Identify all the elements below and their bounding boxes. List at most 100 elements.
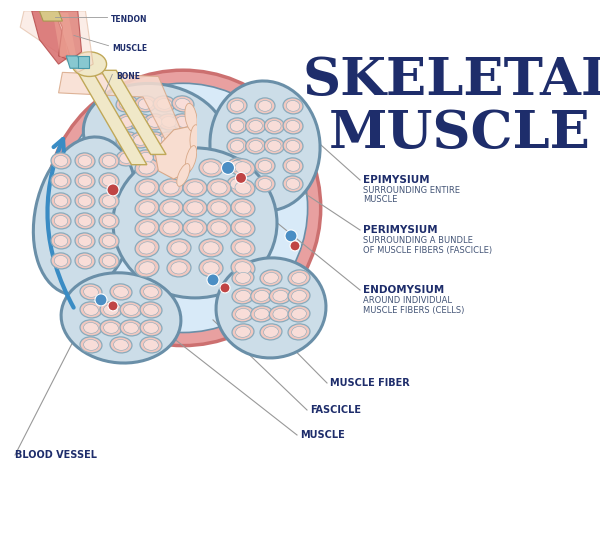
Text: SURROUNDING ENTIRE: SURROUNDING ENTIRE [363, 186, 460, 195]
Ellipse shape [158, 132, 180, 148]
Text: MUSCLE: MUSCLE [300, 430, 345, 440]
Ellipse shape [140, 284, 162, 300]
Ellipse shape [258, 179, 272, 190]
Ellipse shape [83, 305, 98, 315]
Ellipse shape [72, 52, 107, 77]
Ellipse shape [255, 176, 275, 192]
Ellipse shape [99, 153, 119, 169]
Ellipse shape [99, 253, 119, 269]
Ellipse shape [216, 258, 326, 358]
Ellipse shape [144, 132, 166, 148]
Ellipse shape [254, 308, 269, 319]
Ellipse shape [75, 213, 95, 229]
Ellipse shape [199, 259, 223, 277]
Ellipse shape [210, 81, 320, 211]
Ellipse shape [159, 199, 183, 217]
Text: MUSCLE FIBERS (CELLS): MUSCLE FIBERS (CELLS) [363, 306, 464, 314]
Ellipse shape [190, 125, 200, 151]
Ellipse shape [231, 199, 255, 217]
Ellipse shape [124, 305, 139, 315]
Ellipse shape [292, 273, 307, 284]
Ellipse shape [286, 140, 300, 151]
Ellipse shape [286, 100, 300, 111]
Circle shape [290, 241, 300, 251]
Ellipse shape [288, 324, 310, 340]
Ellipse shape [139, 182, 155, 194]
Ellipse shape [83, 84, 227, 188]
Polygon shape [66, 56, 82, 68]
Text: BONE: BONE [116, 72, 140, 82]
Ellipse shape [183, 179, 207, 197]
Ellipse shape [124, 322, 139, 333]
Polygon shape [53, 13, 68, 58]
Ellipse shape [54, 176, 68, 186]
Ellipse shape [231, 179, 255, 197]
Circle shape [58, 83, 308, 333]
Ellipse shape [211, 182, 227, 194]
Text: MUSCLE FIBER: MUSCLE FIBER [330, 378, 410, 388]
Ellipse shape [135, 179, 159, 197]
Ellipse shape [135, 199, 159, 217]
Ellipse shape [286, 120, 300, 131]
Ellipse shape [75, 173, 95, 189]
Ellipse shape [119, 117, 134, 127]
Ellipse shape [199, 159, 223, 177]
Ellipse shape [143, 340, 158, 350]
Ellipse shape [230, 179, 244, 190]
Ellipse shape [157, 98, 172, 109]
Ellipse shape [177, 164, 190, 186]
Ellipse shape [265, 118, 284, 134]
Ellipse shape [135, 259, 159, 277]
Ellipse shape [245, 138, 266, 154]
Text: PERIMYSIUM: PERIMYSIUM [363, 225, 437, 235]
Ellipse shape [75, 233, 95, 249]
Ellipse shape [236, 291, 250, 301]
Circle shape [220, 283, 230, 293]
Ellipse shape [100, 320, 122, 336]
Ellipse shape [75, 253, 95, 269]
Circle shape [221, 161, 235, 174]
Ellipse shape [231, 219, 255, 237]
Ellipse shape [102, 156, 116, 166]
Ellipse shape [78, 176, 92, 186]
Ellipse shape [120, 320, 142, 336]
Circle shape [285, 230, 297, 242]
Ellipse shape [163, 182, 179, 194]
Ellipse shape [119, 152, 134, 164]
Ellipse shape [207, 219, 231, 237]
Ellipse shape [172, 96, 194, 112]
Ellipse shape [116, 96, 138, 112]
Ellipse shape [113, 287, 128, 298]
Ellipse shape [102, 235, 116, 246]
Ellipse shape [143, 287, 158, 298]
Ellipse shape [83, 287, 98, 298]
Ellipse shape [269, 306, 292, 322]
Ellipse shape [102, 195, 116, 206]
Ellipse shape [268, 120, 281, 131]
Ellipse shape [283, 158, 303, 174]
Ellipse shape [99, 193, 119, 209]
Text: MUSCLE: MUSCLE [329, 108, 591, 159]
Ellipse shape [273, 308, 288, 319]
Ellipse shape [185, 146, 197, 172]
Polygon shape [78, 56, 89, 68]
Ellipse shape [139, 262, 155, 274]
Ellipse shape [265, 138, 284, 154]
Ellipse shape [288, 306, 310, 322]
Ellipse shape [51, 233, 71, 249]
Ellipse shape [99, 173, 119, 189]
Text: SURROUNDING A BUNDLE: SURROUNDING A BUNDLE [363, 236, 473, 245]
Ellipse shape [235, 222, 251, 234]
Ellipse shape [54, 215, 68, 226]
Ellipse shape [157, 152, 172, 163]
Polygon shape [78, 72, 147, 165]
Ellipse shape [138, 98, 153, 109]
Ellipse shape [255, 98, 275, 114]
Ellipse shape [158, 114, 180, 130]
Ellipse shape [78, 156, 92, 166]
Ellipse shape [230, 160, 244, 171]
Circle shape [107, 184, 119, 196]
Ellipse shape [227, 176, 247, 192]
Ellipse shape [163, 202, 179, 214]
Ellipse shape [161, 134, 176, 145]
